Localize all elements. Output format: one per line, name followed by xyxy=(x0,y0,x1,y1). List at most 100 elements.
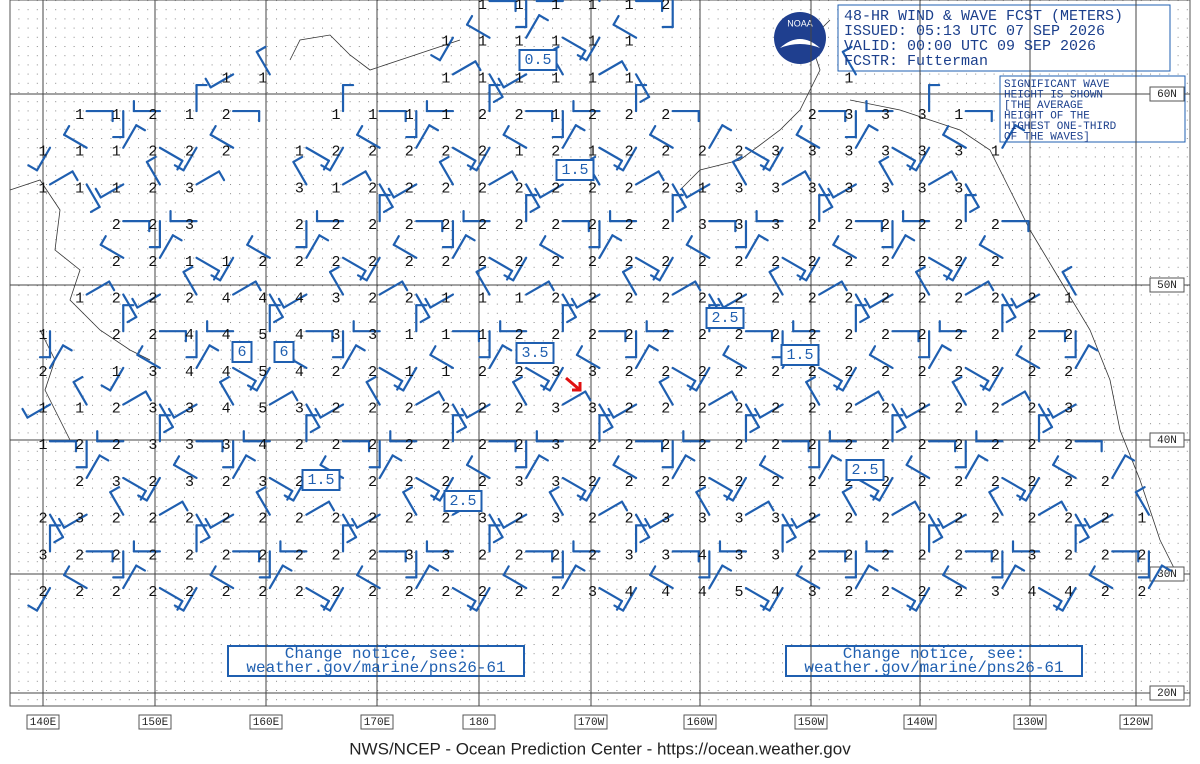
wave-height: 1 xyxy=(515,144,524,161)
wind-barb xyxy=(975,430,1004,443)
wind-barb xyxy=(387,183,418,199)
wind-barb xyxy=(268,304,281,333)
wind-barb xyxy=(841,486,857,516)
notice-line: Change notice, see: xyxy=(285,645,467,663)
barb-staff xyxy=(612,23,638,39)
wind-barb xyxy=(902,210,931,223)
barb-staff xyxy=(575,353,601,369)
barb-staff xyxy=(598,60,624,76)
barb-feather xyxy=(900,407,908,419)
wind-barb xyxy=(964,194,977,223)
wave-height: 2 xyxy=(112,584,121,601)
wave-height: 2 xyxy=(515,364,524,381)
barb-staff xyxy=(561,564,577,590)
wind-barb xyxy=(575,345,601,369)
barb-feather xyxy=(437,390,445,402)
wind-barb xyxy=(708,564,733,590)
wave-height: 1 xyxy=(405,327,414,344)
wind-barb xyxy=(928,344,952,369)
barb-feather xyxy=(219,375,230,384)
wave-height: 1 xyxy=(258,70,267,87)
barb-feather xyxy=(424,297,432,309)
wind-barb xyxy=(708,124,733,149)
wave-height: 3 xyxy=(808,584,817,601)
wave-height: 2 xyxy=(918,217,927,234)
barb-staff xyxy=(465,463,491,480)
wind-barb xyxy=(72,375,88,406)
barb-feather xyxy=(576,494,588,502)
wind-barb xyxy=(1052,586,1077,612)
barb-staff xyxy=(832,183,857,199)
barb-staff xyxy=(429,293,455,309)
wave-height: 1 xyxy=(332,180,341,197)
wave-height: 1 xyxy=(551,107,560,124)
wave-height: 1 xyxy=(75,180,84,197)
lon-label: 170E xyxy=(364,717,391,729)
wave-height: 2 xyxy=(625,180,634,197)
barb-staff xyxy=(634,256,660,272)
barb-feather xyxy=(510,170,519,182)
barb-feather xyxy=(730,390,738,402)
wave-height: 3 xyxy=(734,180,743,197)
wave-height: 3 xyxy=(844,144,853,161)
barb-feather xyxy=(841,45,853,53)
wave-height: 2 xyxy=(661,144,670,161)
wave-height: 2 xyxy=(661,290,670,307)
wave-height: 3 xyxy=(918,144,927,161)
wind-barb xyxy=(781,170,812,186)
barb-feather xyxy=(497,517,505,529)
wave-height: 1 xyxy=(844,70,853,87)
header-line: 48-HR WIND & WAVE FCST (METERS) xyxy=(844,8,1123,25)
wave-height: 2 xyxy=(1064,327,1073,344)
barb-feather xyxy=(529,205,541,214)
barb-staff xyxy=(795,133,821,149)
storm-arrow xyxy=(565,376,582,392)
wind-barb xyxy=(277,293,308,309)
barb-feather xyxy=(639,536,651,544)
wind-barb xyxy=(854,124,879,149)
barb-staff xyxy=(841,50,857,76)
wave-height: 1 xyxy=(112,107,121,124)
wave-height: 1 xyxy=(625,34,634,51)
wave-height: 2 xyxy=(881,547,890,564)
wave-height: 2 xyxy=(478,217,487,234)
barb-staff xyxy=(122,124,138,149)
wave-height: 2 xyxy=(625,437,634,454)
barb-staff xyxy=(402,491,418,516)
barb-staff xyxy=(465,23,491,39)
lon-label: 160W xyxy=(687,717,714,729)
wind-barb xyxy=(1137,550,1151,579)
wind-barb xyxy=(185,330,198,359)
wind-barb xyxy=(718,540,748,553)
barb-staff xyxy=(539,183,564,199)
barb-feather xyxy=(906,604,918,612)
wind-barb xyxy=(612,455,638,480)
wave-height: 2 xyxy=(661,401,670,418)
wind-barb xyxy=(832,235,857,259)
wind-barb xyxy=(465,455,491,480)
wind-barb xyxy=(755,210,784,223)
wave-height: 3 xyxy=(332,290,341,307)
wave-height: 1 xyxy=(698,180,707,197)
wave-height: 2 xyxy=(551,217,560,234)
barb-staff xyxy=(832,243,857,259)
barb-feather xyxy=(319,455,327,467)
barb-staff xyxy=(818,366,843,382)
wind-barb xyxy=(488,440,517,453)
wind-barb xyxy=(145,155,161,186)
wave-height: 2 xyxy=(734,401,743,418)
wave-height: 2 xyxy=(1028,511,1037,528)
wind-barb xyxy=(204,513,235,529)
barb-feather xyxy=(841,486,853,494)
wind-barb xyxy=(21,403,52,419)
wind-barb xyxy=(905,455,931,480)
wind-barb xyxy=(827,183,857,199)
barb-staff xyxy=(634,170,660,186)
wave-height: 2 xyxy=(808,290,817,307)
barb-feather xyxy=(877,390,885,402)
wind-barb xyxy=(488,170,519,186)
wave-height: 3 xyxy=(1028,547,1037,564)
barb-staff xyxy=(356,133,381,149)
wave-height: 3 xyxy=(844,180,853,197)
wave-height: 3 xyxy=(478,511,487,528)
